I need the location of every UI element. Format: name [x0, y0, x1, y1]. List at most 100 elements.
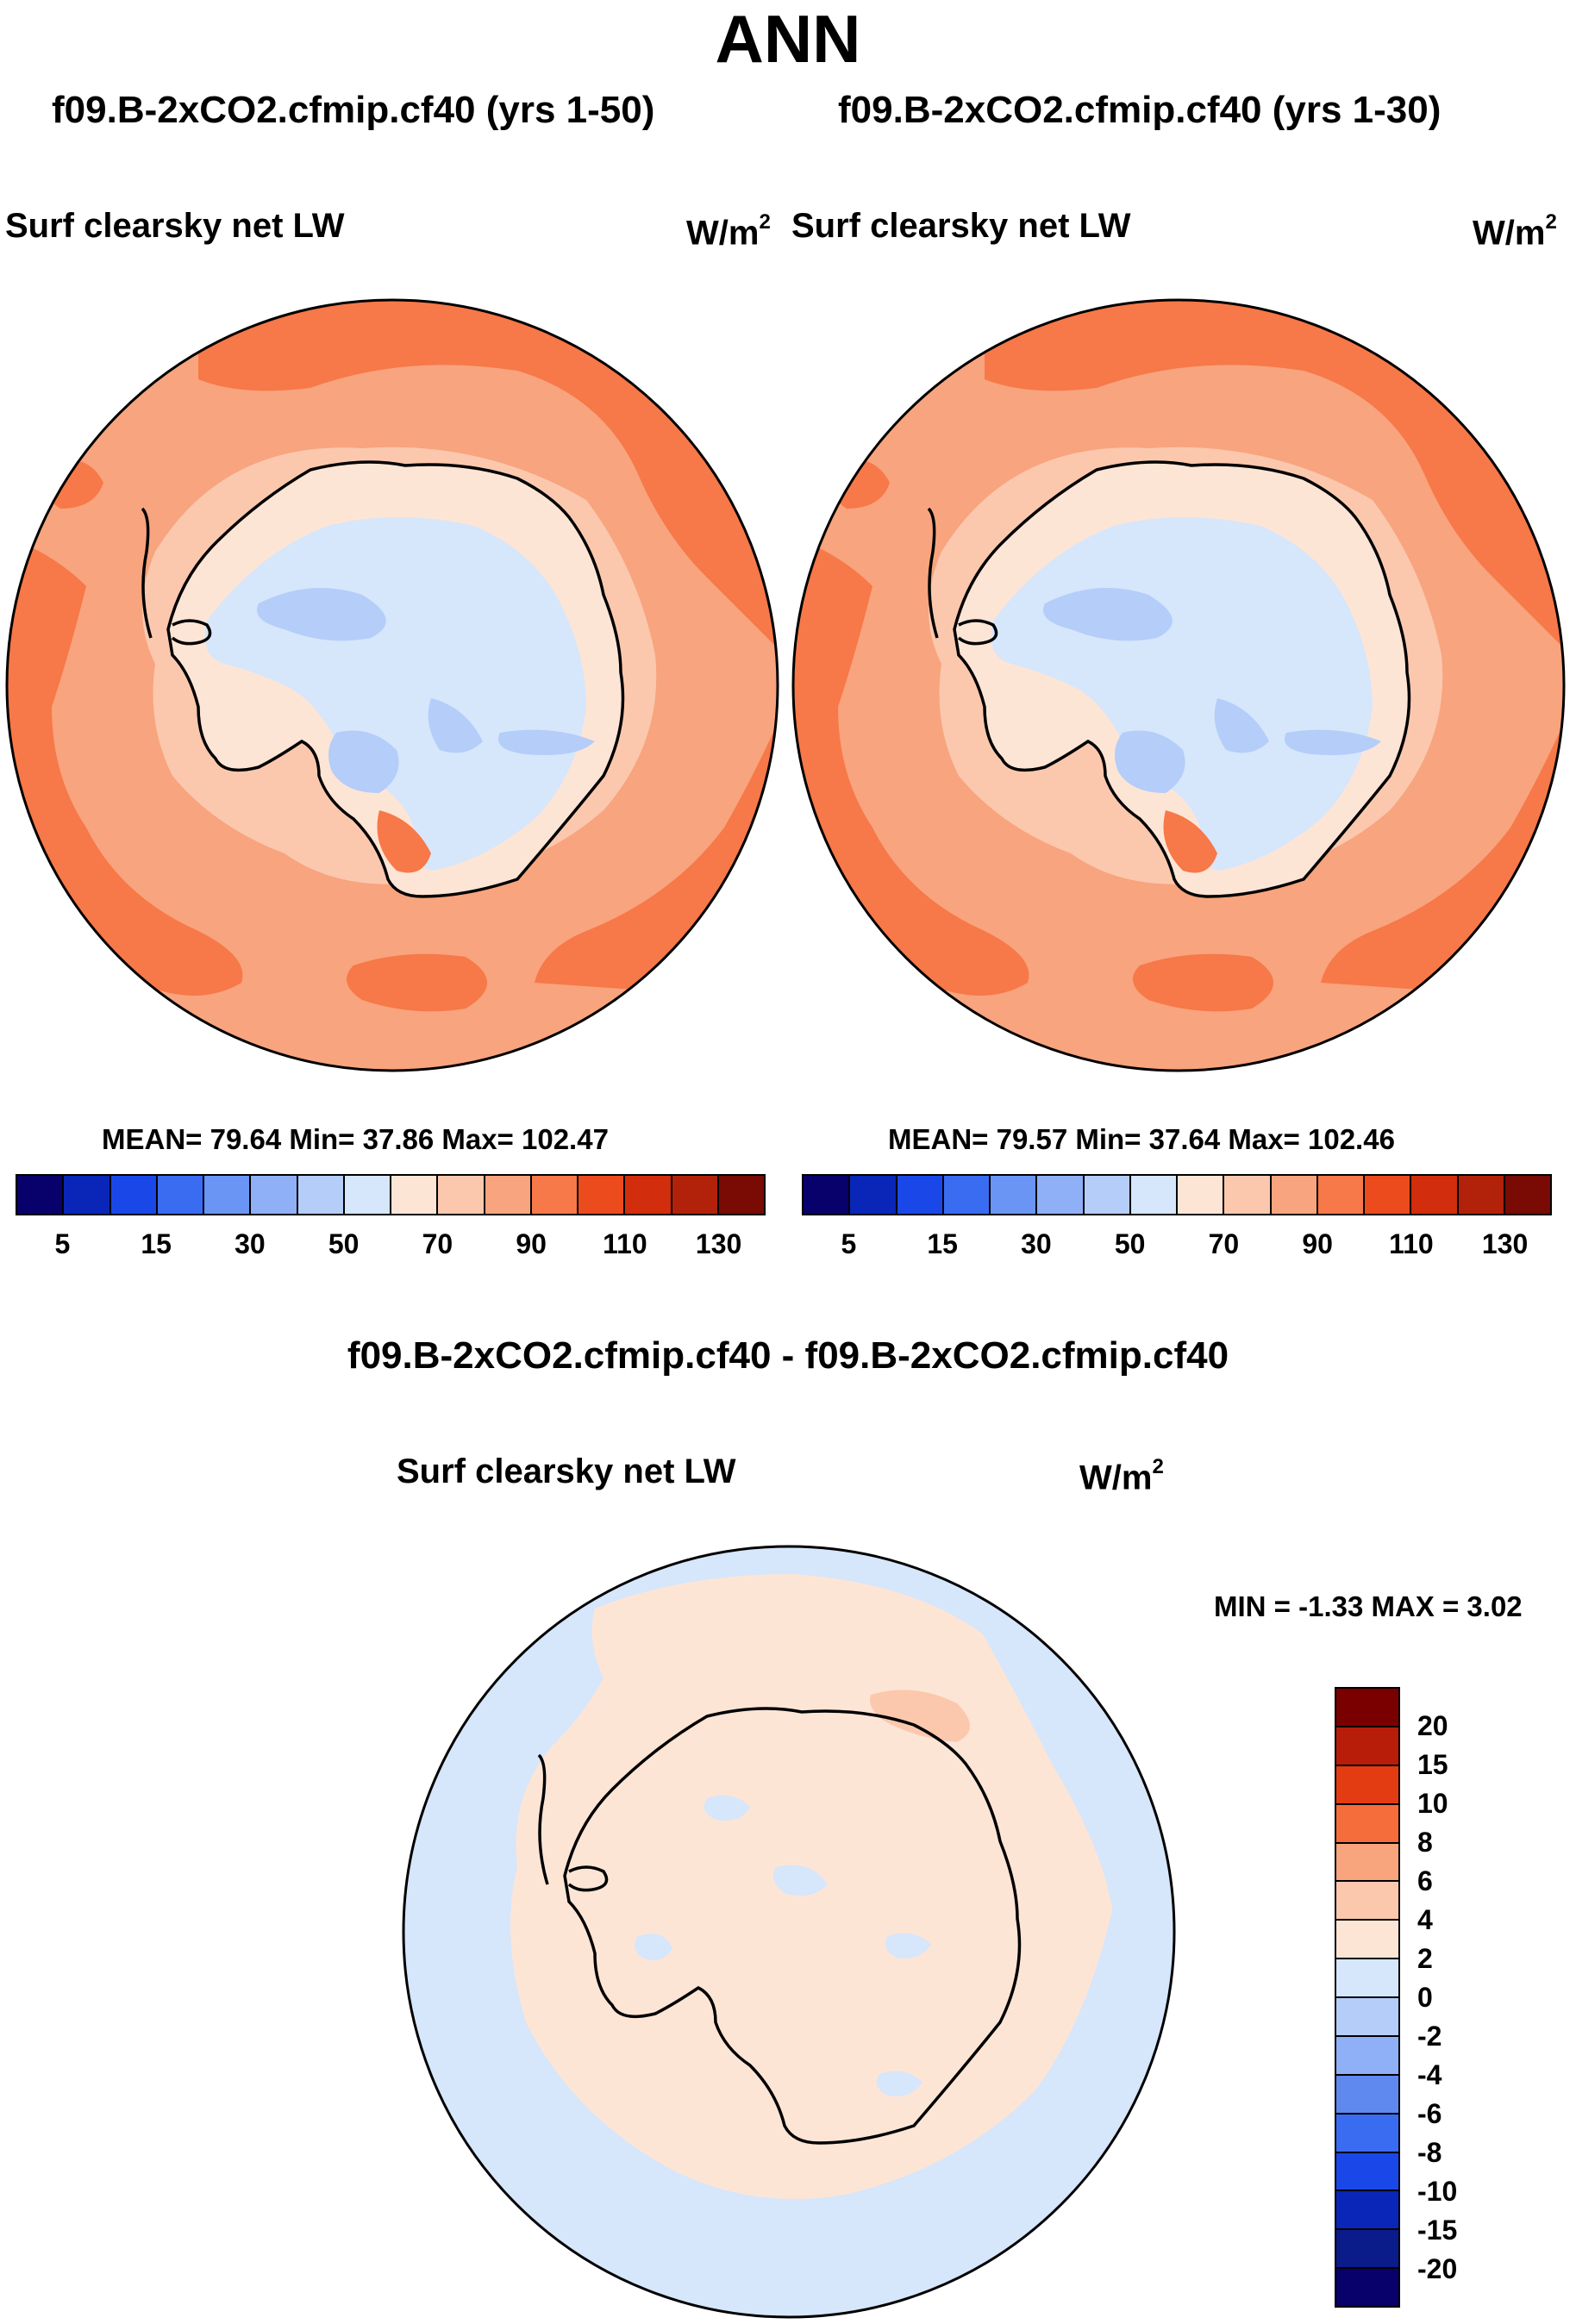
diff-neg-patch-4 — [635, 1934, 672, 1961]
colorbar-tick-label: -2 — [1417, 2021, 1442, 2052]
colorbar-cell — [1224, 1176, 1272, 1214]
colorbar-cell — [1336, 1804, 1398, 1844]
colorbar-cell — [1411, 1176, 1459, 1214]
colorbar-cell — [251, 1176, 298, 1214]
colorbar-cell — [1336, 2152, 1398, 2192]
colorbar-tick-label: 30 — [1021, 1228, 1052, 1259]
colorbar-tick-label: 90 — [1302, 1228, 1333, 1259]
colorbar-cell — [1178, 1176, 1225, 1214]
colorbar-cell — [1336, 1882, 1398, 1921]
panel1-units: W/m2 — [686, 210, 771, 253]
colorbar-cell — [344, 1176, 391, 1214]
diff-neg-patch-1 — [704, 1795, 750, 1821]
colorbar-tick-label: 130 — [1481, 1228, 1529, 1259]
panel2-map-border — [791, 298, 1566, 1072]
colorbar-cell — [110, 1176, 158, 1214]
colorbar-cell — [17, 1176, 65, 1214]
colorbar-cell — [578, 1176, 626, 1214]
panel1-polar-map — [5, 298, 779, 1072]
diff-colorbar — [1335, 1687, 1400, 2308]
colorbar-tick-label: 4 — [1417, 1904, 1433, 1935]
panel2-variable-label: Surf clearsky net LW — [791, 207, 1131, 245]
colorbar-tick-label: 110 — [1389, 1228, 1434, 1259]
colorbar-tick-label: 5 — [54, 1228, 71, 1259]
low-plateau-zone-2 — [428, 698, 483, 753]
panel1-case-title: f09.B-2xCO2.cfmip.cf40 (yrs 1-50) — [52, 89, 655, 131]
colorbar-cell — [991, 1176, 1038, 1214]
colorbar-cell — [531, 1176, 578, 1214]
panel1-variable-label: Surf clearsky net LW — [5, 207, 345, 245]
low-plateau-zone-2 — [1214, 698, 1269, 753]
colorbar-tick-label: -4 — [1417, 2059, 1442, 2090]
colorbar-cell — [1336, 1959, 1398, 1998]
figure-title: ANN — [715, 1, 861, 77]
colorbar-tick-label: -6 — [1417, 2098, 1442, 2129]
colorbar-tick-label: 15 — [927, 1228, 958, 1259]
diff-neg-patch-5 — [876, 2071, 922, 2096]
colorbar-tick-label: 6 — [1417, 1865, 1433, 1896]
panel2-colorbar — [802, 1174, 1552, 1215]
colorbar-cell — [1336, 2036, 1398, 2076]
colorbar-cell — [1336, 2230, 1398, 2270]
colorbar-cell — [157, 1176, 204, 1214]
ross-sea-warm-patch — [1163, 810, 1217, 873]
colorbar-tick-label: 15 — [141, 1228, 172, 1259]
colorbar-cell — [1336, 1765, 1398, 1805]
low-plateau-zone-1 — [257, 588, 386, 641]
colorbar-cell — [1458, 1176, 1505, 1214]
colorbar-cell — [1336, 2114, 1398, 2153]
colorbar-cell — [625, 1176, 672, 1214]
colorbar-tick-label: 8 — [1417, 1827, 1433, 1858]
colorbar-cell — [897, 1176, 944, 1214]
diff-stats: MIN = -1.33 MAX = 3.02 — [1214, 1590, 1523, 1622]
colorbar-cell — [1336, 2075, 1398, 2115]
colorbar-cell — [1504, 1176, 1550, 1214]
ocean-high-patch-south — [347, 953, 487, 1012]
colorbar-cell — [1336, 2191, 1398, 2231]
ocean-high-patch-south — [1133, 953, 1273, 1012]
panel1-map-border — [5, 298, 779, 1072]
panel2-stats: MEAN= 79.57 Min= 37.64 Max= 102.46 — [888, 1123, 1395, 1155]
colorbar-cell — [204, 1176, 252, 1214]
colorbar-cell — [1336, 1843, 1398, 1883]
colorbar-tick-label: -10 — [1417, 2176, 1458, 2207]
colorbar-cell — [1336, 1727, 1398, 1766]
panel1-stats: MEAN= 79.64 Min= 37.86 Max= 102.47 — [102, 1123, 609, 1155]
colorbar-cell — [438, 1176, 485, 1214]
coastline — [141, 460, 625, 898]
panel1-colorbar — [16, 1174, 766, 1215]
colorbar-cell — [804, 1176, 851, 1214]
colorbar-cell — [1130, 1176, 1178, 1214]
colorbar-tick-label: 2 — [1417, 1943, 1433, 1974]
colorbar-cell — [1271, 1176, 1318, 1214]
ross-ice-shelf-zone — [1115, 730, 1185, 793]
coastline — [927, 460, 1411, 898]
diff-neg-patch-2 — [772, 1865, 828, 1896]
low-plateau-zone-3 — [1285, 729, 1381, 755]
colorbar-tick-label: 70 — [1208, 1228, 1240, 1259]
colorbar-cell — [1037, 1176, 1085, 1214]
colorbar-tick-label: 110 — [603, 1228, 647, 1259]
colorbar-tick-label: 70 — [422, 1228, 453, 1259]
colorbar-tick-label: 50 — [1114, 1228, 1146, 1259]
diff-map-border — [402, 1545, 1176, 2319]
colorbar-cell — [485, 1176, 532, 1214]
diff-positive-patch — [870, 1690, 970, 1742]
diff-units: W/m2 — [1079, 1455, 1164, 1497]
colorbar-cell — [1365, 1176, 1412, 1214]
colorbar-cell — [64, 1176, 111, 1214]
colorbar-tick-label: 0 — [1417, 1982, 1433, 2013]
colorbar-cell — [943, 1176, 991, 1214]
diff-variable-label: Surf clearsky net LW — [397, 1452, 736, 1490]
colorbar-cell — [297, 1176, 345, 1214]
colorbar-tick-label: 5 — [841, 1228, 857, 1259]
colorbar-tick-label: 50 — [328, 1228, 360, 1259]
colorbar-tick-label: 10 — [1417, 1788, 1448, 1819]
colorbar-cell — [391, 1176, 439, 1214]
diff-case-title: f09.B-2xCO2.cfmip.cf40 - f09.B-2xCO2.cfm… — [347, 1334, 1229, 1377]
diff-neg-patch-6 — [472, 1692, 526, 1734]
colorbar-cell — [1336, 2269, 1398, 2306]
ross-ice-shelf-zone — [328, 730, 399, 793]
colorbar-tick-label: 15 — [1417, 1749, 1448, 1780]
colorbar-tick-label: 90 — [516, 1228, 547, 1259]
